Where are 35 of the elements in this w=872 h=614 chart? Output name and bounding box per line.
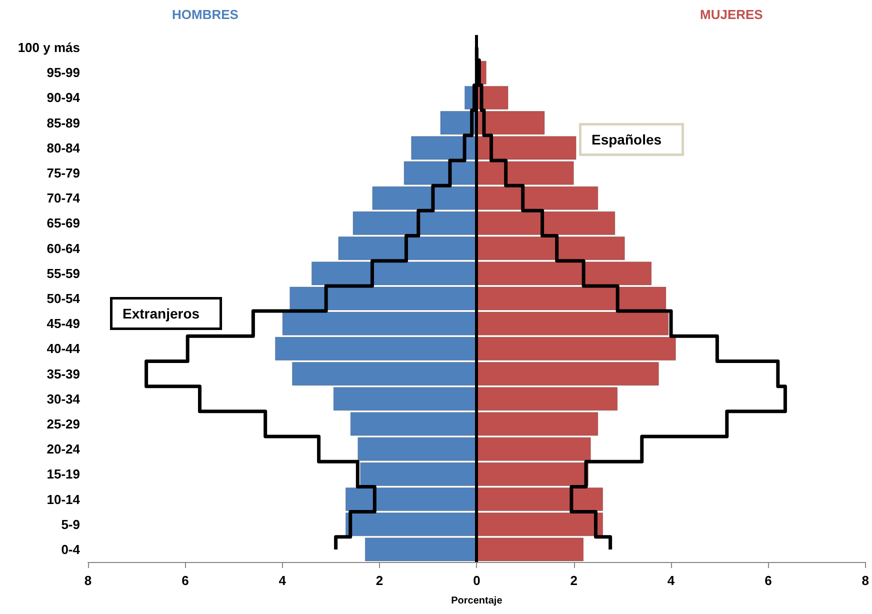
y-tick-label: 100 y más bbox=[18, 40, 80, 56]
y-tick-label: 15-19 bbox=[46, 466, 80, 482]
x-tick-label: 6 bbox=[764, 573, 772, 588]
x-tick-label: 8 bbox=[862, 573, 869, 588]
x-tick-label: 2 bbox=[570, 573, 578, 588]
annotation: Españoles bbox=[592, 132, 662, 148]
x-tick-label: 8 bbox=[84, 573, 92, 588]
annotation: Extranjeros bbox=[122, 306, 200, 322]
y-tick-label: 85-89 bbox=[46, 115, 80, 130]
x-tick-label: 4 bbox=[667, 573, 676, 588]
y-tick-label: 70-74 bbox=[46, 190, 81, 206]
y-tick-label: 5-9 bbox=[61, 516, 80, 532]
y-tick-label: 95-99 bbox=[46, 65, 80, 80]
y-tick-label: 80-84 bbox=[46, 140, 81, 156]
x-axis-title: Porcentaje bbox=[451, 596, 503, 606]
x-tick-label: 4 bbox=[278, 573, 287, 588]
y-tick-label: 40-44 bbox=[46, 341, 81, 356]
y-tick-label: 20-24 bbox=[46, 442, 81, 457]
y-tick-label: 65-69 bbox=[46, 216, 80, 231]
text: HOMBRES bbox=[172, 7, 239, 22]
y-tick-label: 10-14 bbox=[46, 492, 81, 507]
x-tick-label: 2 bbox=[376, 573, 384, 588]
y-tick-label: 45-49 bbox=[46, 316, 80, 332]
y-tick-label: 60-64 bbox=[46, 240, 81, 256]
y-tick-label: 75-79 bbox=[46, 166, 80, 181]
y-tick-label: 90-94 bbox=[46, 90, 81, 106]
x-tick-label: 6 bbox=[182, 573, 189, 588]
y-tick-label: 55-59 bbox=[46, 266, 80, 281]
x-tick-label: 0 bbox=[473, 573, 480, 588]
y-tick-label: 0-4 bbox=[61, 542, 81, 557]
y-tick-label: 35-39 bbox=[46, 366, 80, 382]
y-tick-label: 30-34 bbox=[46, 391, 81, 406]
y-tick-label: 50-54 bbox=[46, 291, 81, 306]
text: MUJERES bbox=[700, 7, 764, 22]
y-tick-label: 25-29 bbox=[46, 416, 80, 432]
